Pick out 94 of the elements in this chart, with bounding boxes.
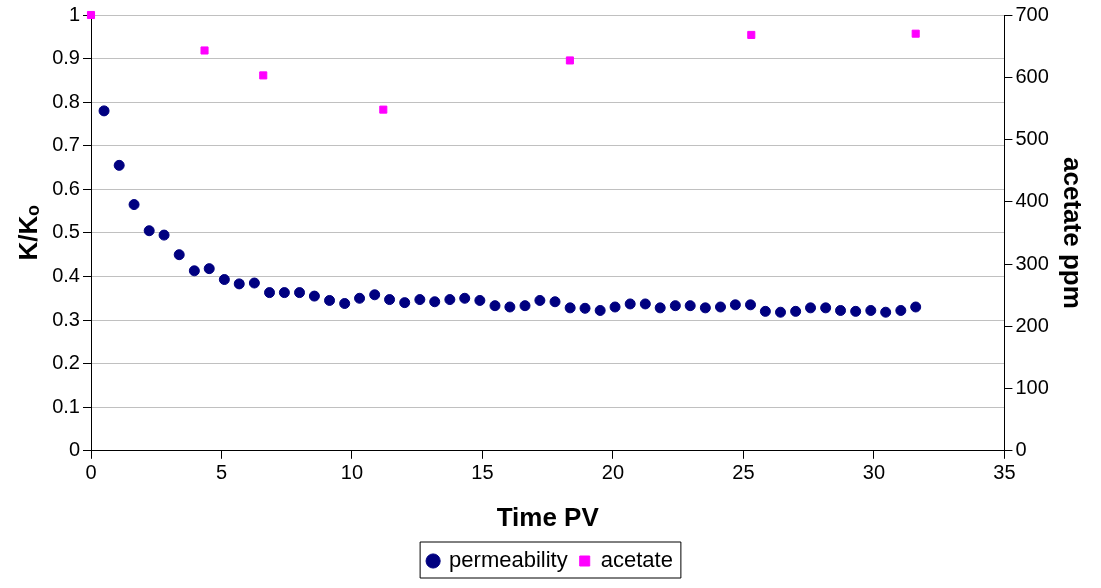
point bbox=[489, 300, 501, 312]
point bbox=[188, 265, 200, 277]
point bbox=[624, 298, 636, 310]
point bbox=[504, 301, 516, 313]
y-tick-label: 0.7 bbox=[52, 133, 80, 156]
point bbox=[379, 105, 388, 114]
point bbox=[248, 277, 260, 289]
point bbox=[759, 305, 771, 317]
y2-tick-label: 0 bbox=[1015, 438, 1027, 461]
point bbox=[654, 302, 666, 314]
point bbox=[669, 300, 681, 312]
point bbox=[218, 274, 230, 286]
x-tick-label: 15 bbox=[471, 461, 494, 484]
point bbox=[880, 306, 892, 318]
point bbox=[835, 304, 847, 316]
x-tick-label: 30 bbox=[862, 461, 886, 484]
point bbox=[729, 299, 741, 311]
point bbox=[820, 302, 832, 314]
x-tick-label: 5 bbox=[215, 461, 228, 484]
y-tick-label: 0.9 bbox=[52, 46, 80, 69]
point bbox=[474, 294, 486, 306]
point bbox=[259, 71, 268, 80]
y-tick-label: 0.4 bbox=[52, 264, 80, 286]
y2-tick-label: 500 bbox=[1015, 127, 1049, 150]
point bbox=[865, 304, 877, 316]
point bbox=[324, 294, 336, 306]
point bbox=[745, 299, 756, 311]
x-tick-label: 20 bbox=[601, 461, 625, 484]
point bbox=[200, 46, 209, 55]
point bbox=[113, 159, 125, 171]
point bbox=[444, 294, 456, 306]
point bbox=[429, 296, 441, 308]
point bbox=[384, 294, 396, 306]
point bbox=[143, 225, 155, 237]
point bbox=[564, 302, 576, 314]
point bbox=[519, 300, 531, 312]
x-tick-label: 10 bbox=[340, 461, 364, 484]
point bbox=[173, 249, 185, 261]
x-tick-label: 0 bbox=[85, 461, 97, 484]
point bbox=[399, 297, 411, 309]
y2-tick-label: 200 bbox=[1015, 313, 1049, 336]
y2-tick-label: 700 bbox=[1015, 2, 1049, 25]
point bbox=[459, 292, 471, 304]
x-tick-label: 25 bbox=[732, 461, 755, 484]
point bbox=[850, 305, 862, 317]
y-tick-label: 0.5 bbox=[52, 220, 80, 243]
point bbox=[549, 296, 561, 308]
point bbox=[594, 304, 606, 316]
point bbox=[714, 301, 726, 313]
point bbox=[639, 298, 651, 310]
point bbox=[747, 30, 756, 39]
point bbox=[278, 287, 290, 299]
point bbox=[609, 301, 621, 313]
point bbox=[895, 304, 907, 316]
point bbox=[565, 56, 574, 65]
y2-tick-label: 300 bbox=[1015, 251, 1049, 274]
point bbox=[86, 10, 96, 20]
y-tick-label: 0.2 bbox=[52, 351, 80, 374]
y-axis-title: K/Kₒ bbox=[12, 204, 43, 261]
point bbox=[203, 263, 215, 275]
y-tick-label: 0.6 bbox=[52, 176, 80, 199]
legend-label: acetate bbox=[600, 547, 673, 573]
point bbox=[354, 292, 366, 304]
y-tick-label: 0.8 bbox=[52, 89, 80, 112]
legend-label: permeability bbox=[449, 547, 568, 573]
point bbox=[264, 287, 276, 299]
y2-tick-label: 400 bbox=[1015, 189, 1049, 212]
y2-tick-label: 600 bbox=[1015, 64, 1049, 87]
point bbox=[294, 287, 306, 299]
y-tick-label: 0.3 bbox=[52, 307, 80, 330]
x-tick-label: 35 bbox=[993, 461, 1016, 484]
point bbox=[339, 298, 351, 309]
point bbox=[910, 301, 922, 313]
point bbox=[308, 290, 320, 302]
point bbox=[369, 289, 381, 301]
point bbox=[805, 302, 817, 314]
y-tick-label: 1 bbox=[68, 2, 80, 25]
y-tick-label: 0 bbox=[68, 438, 80, 461]
point bbox=[775, 306, 787, 318]
point bbox=[233, 278, 245, 290]
point bbox=[98, 105, 110, 117]
point bbox=[579, 302, 591, 314]
x-axis-title: Time PV bbox=[496, 501, 600, 532]
y2-tick-label: 100 bbox=[1015, 376, 1049, 399]
point bbox=[158, 229, 170, 241]
point bbox=[699, 302, 711, 314]
point bbox=[414, 294, 426, 306]
point bbox=[534, 294, 546, 306]
point bbox=[911, 29, 920, 38]
point bbox=[790, 305, 802, 317]
point bbox=[684, 300, 696, 312]
y-tick-label: 0.1 bbox=[52, 394, 80, 417]
y2-axis-title: acetate ppm bbox=[1058, 157, 1089, 309]
point bbox=[128, 199, 140, 211]
